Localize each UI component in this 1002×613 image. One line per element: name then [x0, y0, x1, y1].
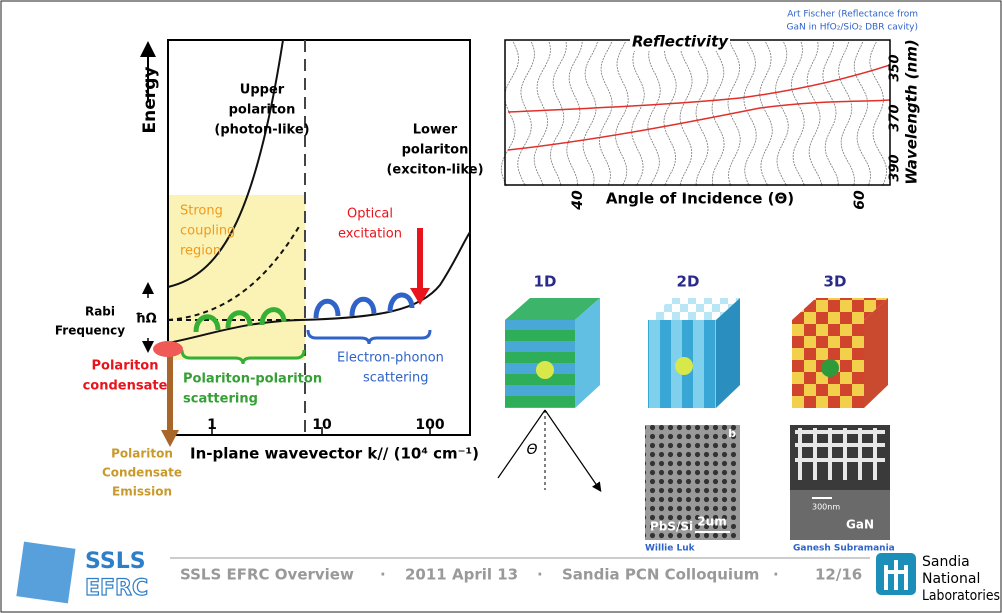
gan-layer	[790, 490, 890, 540]
y-tick-label: 370	[888, 104, 903, 131]
emission-label: Emission	[112, 485, 172, 499]
lower-polariton-label: (exciton-like)	[386, 163, 483, 178]
credit: GaN in HfO₂/SiO₂ DBR cavity)	[787, 23, 918, 33]
footer-item: Sandia PCN Colloquium	[562, 566, 759, 584]
cube-1d	[505, 298, 600, 408]
sem-scale: 2um	[697, 515, 726, 529]
dimension-label: 2D	[677, 273, 700, 291]
rabi-label: Rabi	[85, 305, 115, 319]
y-axis-label: Wavelength (nm)	[903, 39, 921, 184]
strong-coupling-label: region	[180, 244, 221, 259]
emission-label: Polariton	[111, 447, 173, 461]
y-tick-label: 350	[888, 54, 903, 81]
logo-cube	[16, 542, 75, 604]
sem-material: PbS/Si	[650, 520, 693, 534]
footer-item: 12/16	[815, 566, 862, 584]
sem-credit: Willie Luk	[645, 544, 696, 554]
sandia-text: Laboratories	[922, 588, 1000, 604]
cube-3d	[792, 298, 888, 408]
optical-excitation-label: excitation	[338, 227, 402, 242]
logo-text: SSLS	[85, 549, 146, 574]
ep-scattering-label: scattering	[363, 371, 429, 386]
footer-item: ·	[773, 566, 779, 584]
x-tick-label: 1	[207, 417, 217, 433]
upper-polariton-label: Upper	[240, 83, 285, 98]
ep-scattering-label: Electron-phonon	[337, 351, 444, 366]
sandia-text: National	[922, 571, 980, 587]
x-axis-label: In-plane wavevector k// (10⁴ cm⁻¹)	[190, 445, 479, 463]
logo-text: EFRC	[85, 576, 148, 601]
sem-material: GaN	[846, 518, 874, 532]
strong-coupling-label: coupling	[180, 224, 235, 239]
y-tick-label: 390	[888, 154, 903, 181]
x-tick-label: 10	[312, 417, 332, 433]
dimension-label: 1D	[534, 273, 557, 291]
footer-item: ·	[537, 566, 543, 584]
x-tick-label: 100	[415, 417, 444, 433]
y-axis-label: Energy	[140, 67, 160, 134]
x-tick-label: 40	[570, 190, 586, 211]
sem-credit: Ganesh Subramania	[793, 544, 895, 554]
panel-letter: b	[728, 427, 736, 440]
optical-excitation-label: Optical	[347, 207, 393, 222]
sem-scale: 300nm	[812, 503, 840, 512]
footer-item: ·	[380, 566, 386, 584]
pp-scattering-label: scattering	[183, 392, 258, 407]
condensate-spot	[153, 341, 183, 357]
angle-label: Θ	[526, 442, 537, 458]
rabi-label: Frequency	[55, 324, 125, 338]
sandia-text: Sandia	[922, 554, 970, 570]
dimension-label: 3D	[824, 273, 847, 291]
x-axis-label: Angle of Incidence (Θ)	[606, 190, 794, 208]
condensate-label: Polariton	[92, 359, 159, 374]
lower-polariton-label: polariton	[402, 143, 469, 158]
footer-item: 2011 April 13	[405, 566, 518, 584]
emission-label: Condensate	[102, 466, 182, 480]
x-tick-label: 60	[852, 190, 868, 210]
rabi-symbol: ħΩ	[135, 312, 156, 327]
credit: Art Fischer (Reflectance from	[787, 10, 918, 20]
strong-coupling-region	[168, 195, 305, 360]
pp-scattering-label: Polariton-polariton	[183, 372, 322, 387]
footer-item: SSLS EFRC Overview	[180, 566, 354, 584]
cube-2d	[648, 298, 740, 408]
lower-polariton-label: Lower	[413, 123, 458, 138]
upper-polariton-label: polariton	[229, 103, 296, 118]
condensate-label: condensate	[83, 379, 168, 394]
slide: Energy Upper polariton (photon-like) Low…	[0, 0, 1002, 613]
upper-polariton-label: (photon-like)	[214, 123, 309, 138]
reflectivity-title: Reflectivity	[632, 33, 729, 51]
strong-coupling-label: Strong	[180, 204, 223, 219]
